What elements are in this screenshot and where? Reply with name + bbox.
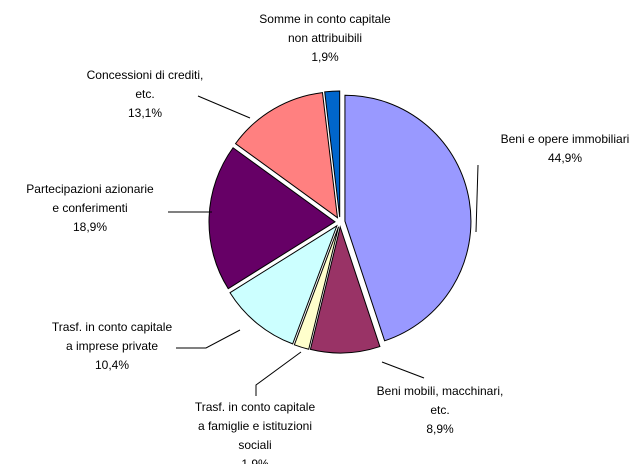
leader-line (475, 164, 479, 233)
slice-value-label: 1,9% (241, 457, 269, 464)
slice-label: non attribuibili (288, 31, 362, 45)
slice-value-label: 44,9% (548, 151, 582, 165)
leader-line (381, 361, 425, 379)
leader-line (197, 95, 251, 119)
slice-label: Trasf. in conto capitale (52, 320, 173, 334)
pie-slice (234, 92, 339, 219)
slice-label: e conferimenti (52, 201, 127, 215)
slice-value-label: 1,9% (311, 50, 339, 64)
pie-slice (208, 147, 336, 290)
slice-label: Beni e opere immobiliari (501, 132, 630, 146)
slice-label: Partecipazioni azionarie (26, 182, 154, 196)
slice-value-label: 8,9% (426, 422, 454, 436)
slice-label: etc. (430, 403, 449, 417)
slice-value-label: 18,9% (73, 220, 107, 234)
slice-label: Somme in conto capitale (259, 12, 391, 26)
pie-slice (344, 94, 472, 342)
slice-label: a imprese private (66, 339, 158, 353)
slice-label: Trasf. in conto capitale (195, 400, 316, 414)
pie-slice (324, 90, 341, 218)
pie-slice (293, 226, 340, 350)
slice-value-label: 13,1% (128, 106, 162, 120)
slice-label: sociali (238, 438, 271, 452)
slice-label: a famiglie e istituzioni (198, 419, 312, 433)
pie-slice (309, 225, 381, 354)
slice-label: Concessioni di crediti, (87, 68, 204, 82)
leader-line (176, 329, 241, 349)
slice-label: etc. (135, 87, 154, 101)
slice-label: Beni mobili, macchinari, (377, 384, 504, 398)
pie-slice (229, 224, 338, 345)
leader-line (255, 351, 302, 396)
slice-value-label: 10,4% (95, 358, 129, 372)
